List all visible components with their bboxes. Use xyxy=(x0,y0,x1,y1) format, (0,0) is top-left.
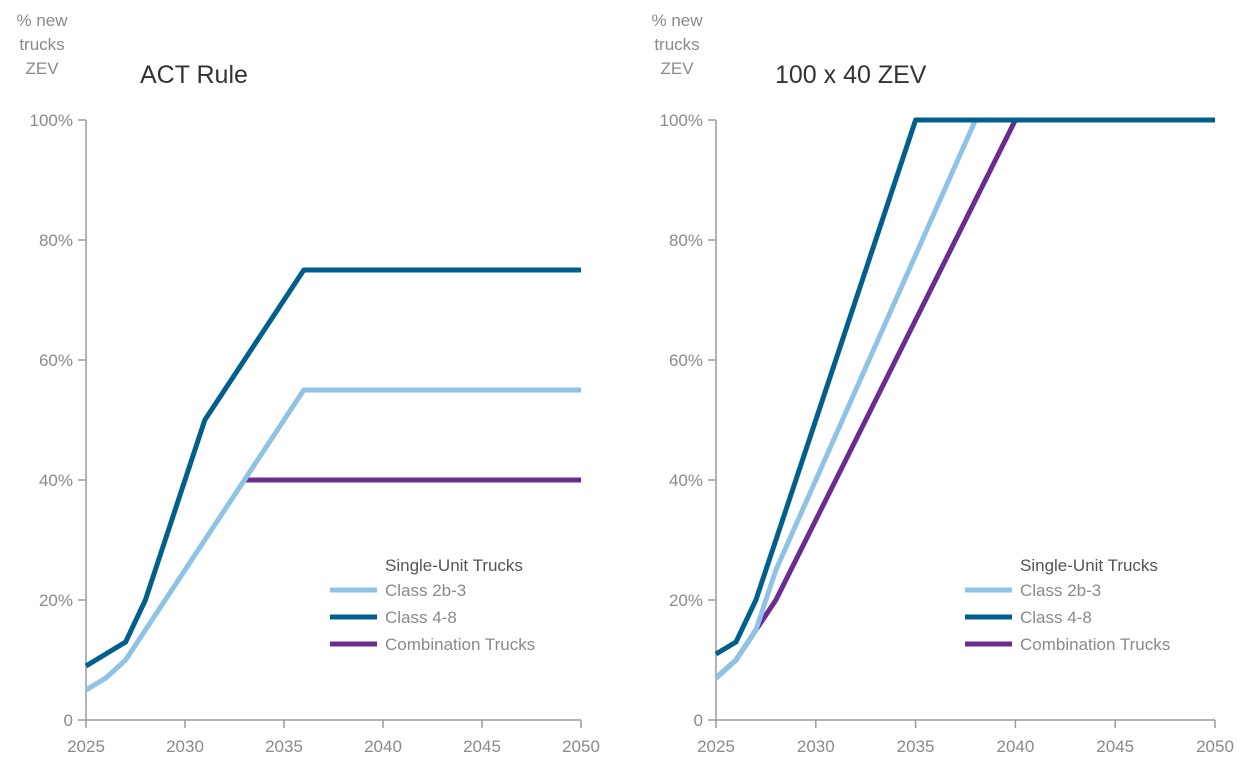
x-tick-label: 2035 xyxy=(265,737,303,756)
series-line-class-4-8 xyxy=(84,267,581,669)
y-tick-label: 0 xyxy=(64,711,73,730)
y-tick-label: 80% xyxy=(39,231,73,250)
x-tick-label: 2025 xyxy=(697,737,735,756)
y-axis-label: ZEV xyxy=(25,59,59,78)
y-tick-label: 60% xyxy=(39,351,73,370)
series-line-class-4-8 xyxy=(714,117,1215,657)
chart-act-rule: % new trucks ZEV ACT Rule 0 20% 40% 60% 80% 100% 2… xyxy=(16,11,599,756)
y-tick-label: 100% xyxy=(30,111,73,130)
legend-label: Class 4-8 xyxy=(385,608,457,627)
x-tick-label: 2035 xyxy=(897,737,935,756)
y-tick-label: 20% xyxy=(39,591,73,610)
x-tick-label: 2025 xyxy=(67,737,105,756)
x-tick-label: 2045 xyxy=(463,737,501,756)
chart-title: ACT Rule xyxy=(140,61,248,89)
legend-label: Combination Trucks xyxy=(385,635,535,654)
y-tick-label: 0 xyxy=(694,711,703,730)
x-tick-label: 2050 xyxy=(562,737,600,756)
y-tick-label: 80% xyxy=(669,231,703,250)
x-tick-label: 2030 xyxy=(797,737,835,756)
x-tick-label: 2040 xyxy=(996,737,1034,756)
chart-title: 100 x 40 ZEV xyxy=(775,61,927,89)
x-tick-label: 2050 xyxy=(1196,737,1234,756)
x-tick-label: 2030 xyxy=(166,737,204,756)
y-axis-label: trucks xyxy=(654,35,699,54)
y-axis-label: % new xyxy=(16,11,68,30)
legend-label: Class 2b-3 xyxy=(1020,581,1101,600)
legend-label: Combination Trucks xyxy=(1020,635,1170,654)
y-tick-label: 40% xyxy=(39,471,73,490)
y-tick-label: 40% xyxy=(669,471,703,490)
series-line-class-2b-3 xyxy=(84,387,581,693)
y-axis-label: ZEV xyxy=(660,59,694,78)
y-axis-label: % new xyxy=(651,11,703,30)
y-tick-label: 100% xyxy=(660,111,703,130)
y-tick-label: 20% xyxy=(669,591,703,610)
legend-label: Class 2b-3 xyxy=(385,581,466,600)
x-tick-label: 2045 xyxy=(1096,737,1134,756)
legend-header: Single-Unit Trucks xyxy=(385,556,523,575)
y-tick-label: 60% xyxy=(669,351,703,370)
series-line-class-2b-3 xyxy=(714,117,1215,680)
chart-100x40-zev: % new trucks ZEV 100 x 40 ZEV 0 20% 40% 60% 80% 1… xyxy=(651,11,1233,756)
legend-header: Single-Unit Trucks xyxy=(1020,556,1158,575)
y-axis-label: trucks xyxy=(19,35,64,54)
series-line-combination-trucks xyxy=(714,117,1215,680)
legend-label: Class 4-8 xyxy=(1020,608,1092,627)
x-tick-label: 2040 xyxy=(364,737,402,756)
